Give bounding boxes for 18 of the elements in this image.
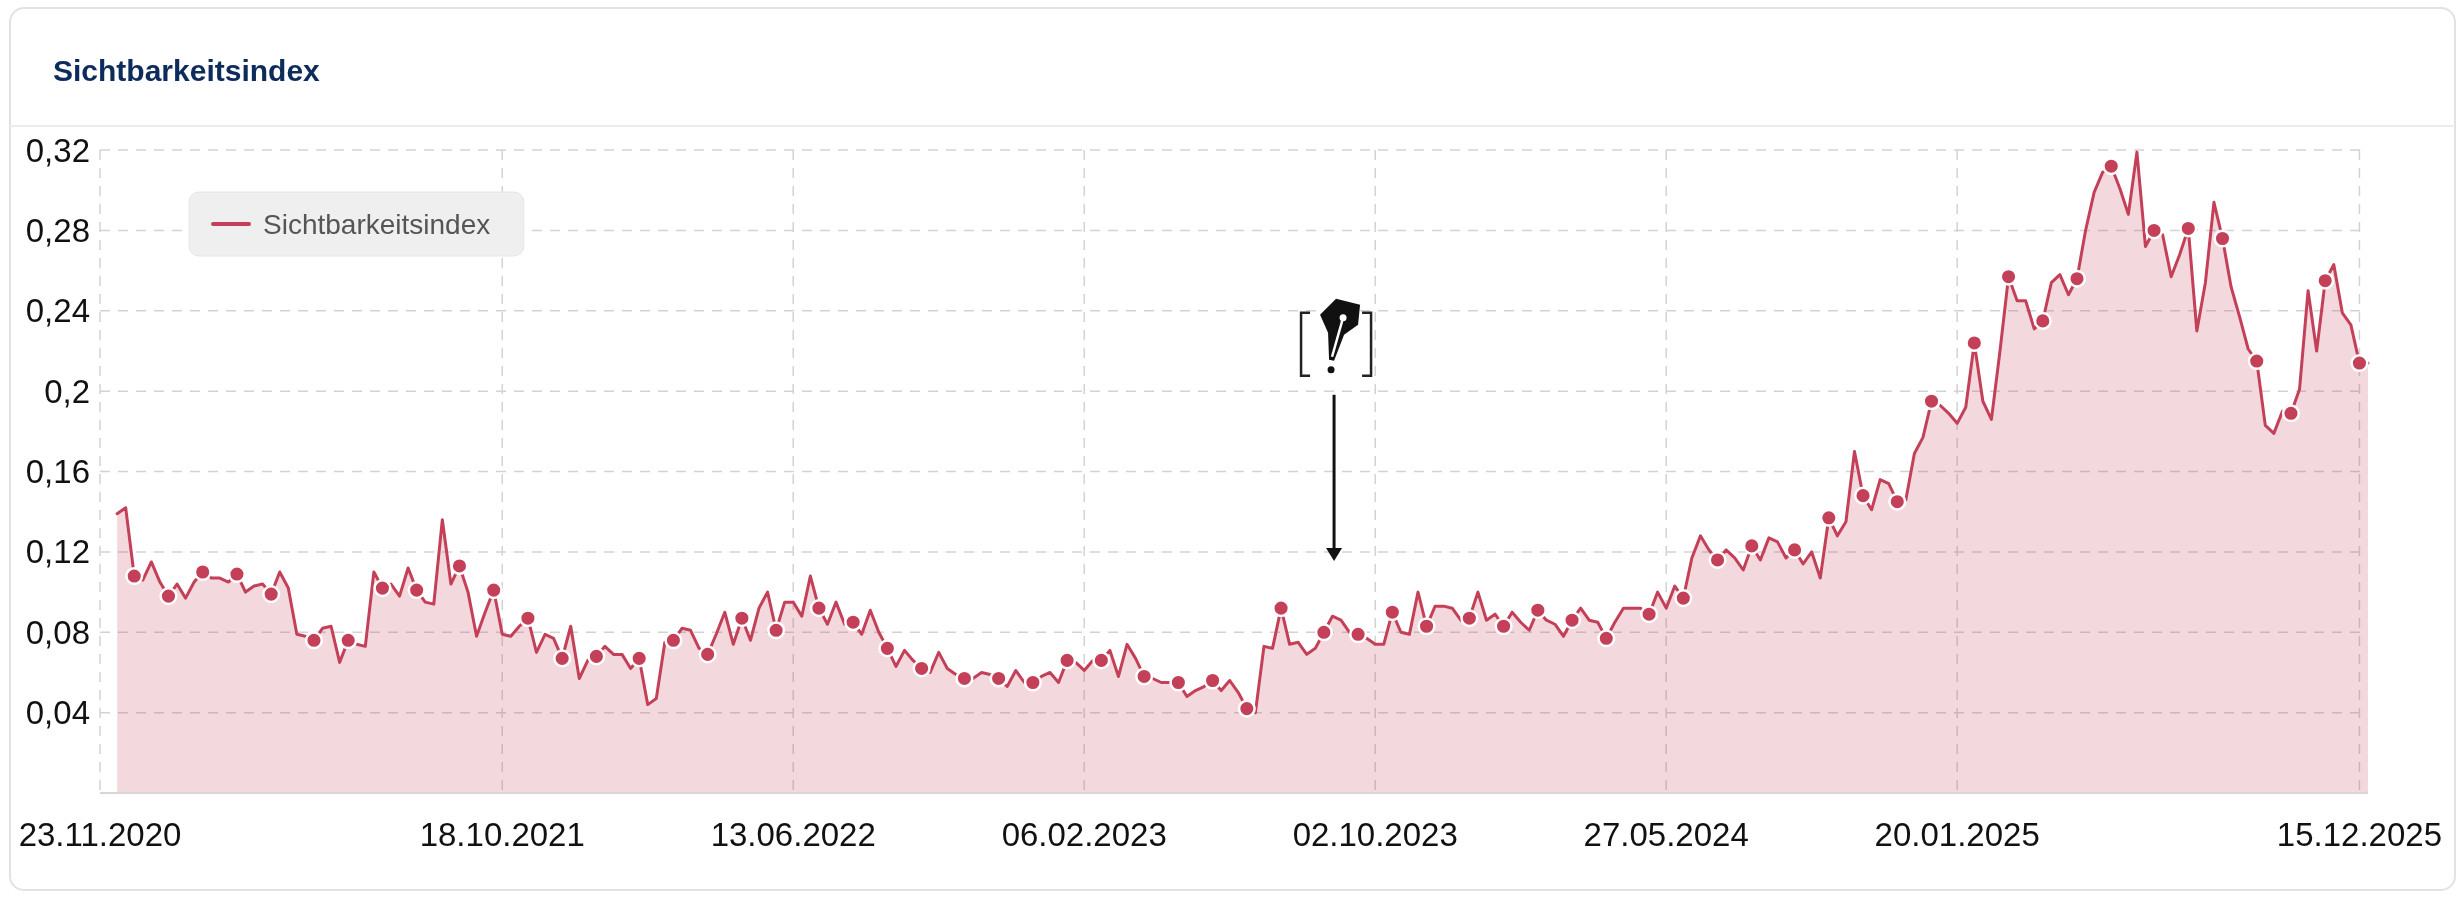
x-tick-label: 27.05.2024 [1583,816,1749,853]
chart-title: Sichtbarkeitsindex [53,54,321,87]
y-tick-label: 0,16 [25,453,90,491]
x-tick-label: 23.11.2020 [18,816,182,853]
x-tick-label: 13.06.2022 [710,816,876,853]
x-tick-label: 18.10.2021 [419,816,585,853]
y-tick-label: 0,24 [25,292,90,330]
y-tick-label: 0,28 [25,212,90,250]
y-tick-label: 0,04 [25,694,90,732]
x-tick-label: 02.10.2023 [1292,816,1458,853]
x-tick-label: 20.01.2025 [1874,816,2040,853]
x-tick-label: 06.02.2023 [1001,816,1167,853]
y-tick-label: 0,12 [25,533,90,571]
y-tick-label: 0,2 [44,372,90,410]
x-tick-label: 15.12.2025 [2276,816,2443,853]
y-tick-label: 0,32 [25,131,90,169]
legend-label: Sichtbarkeitsindex [263,208,491,240]
y-tick-label: 0,08 [25,613,90,651]
